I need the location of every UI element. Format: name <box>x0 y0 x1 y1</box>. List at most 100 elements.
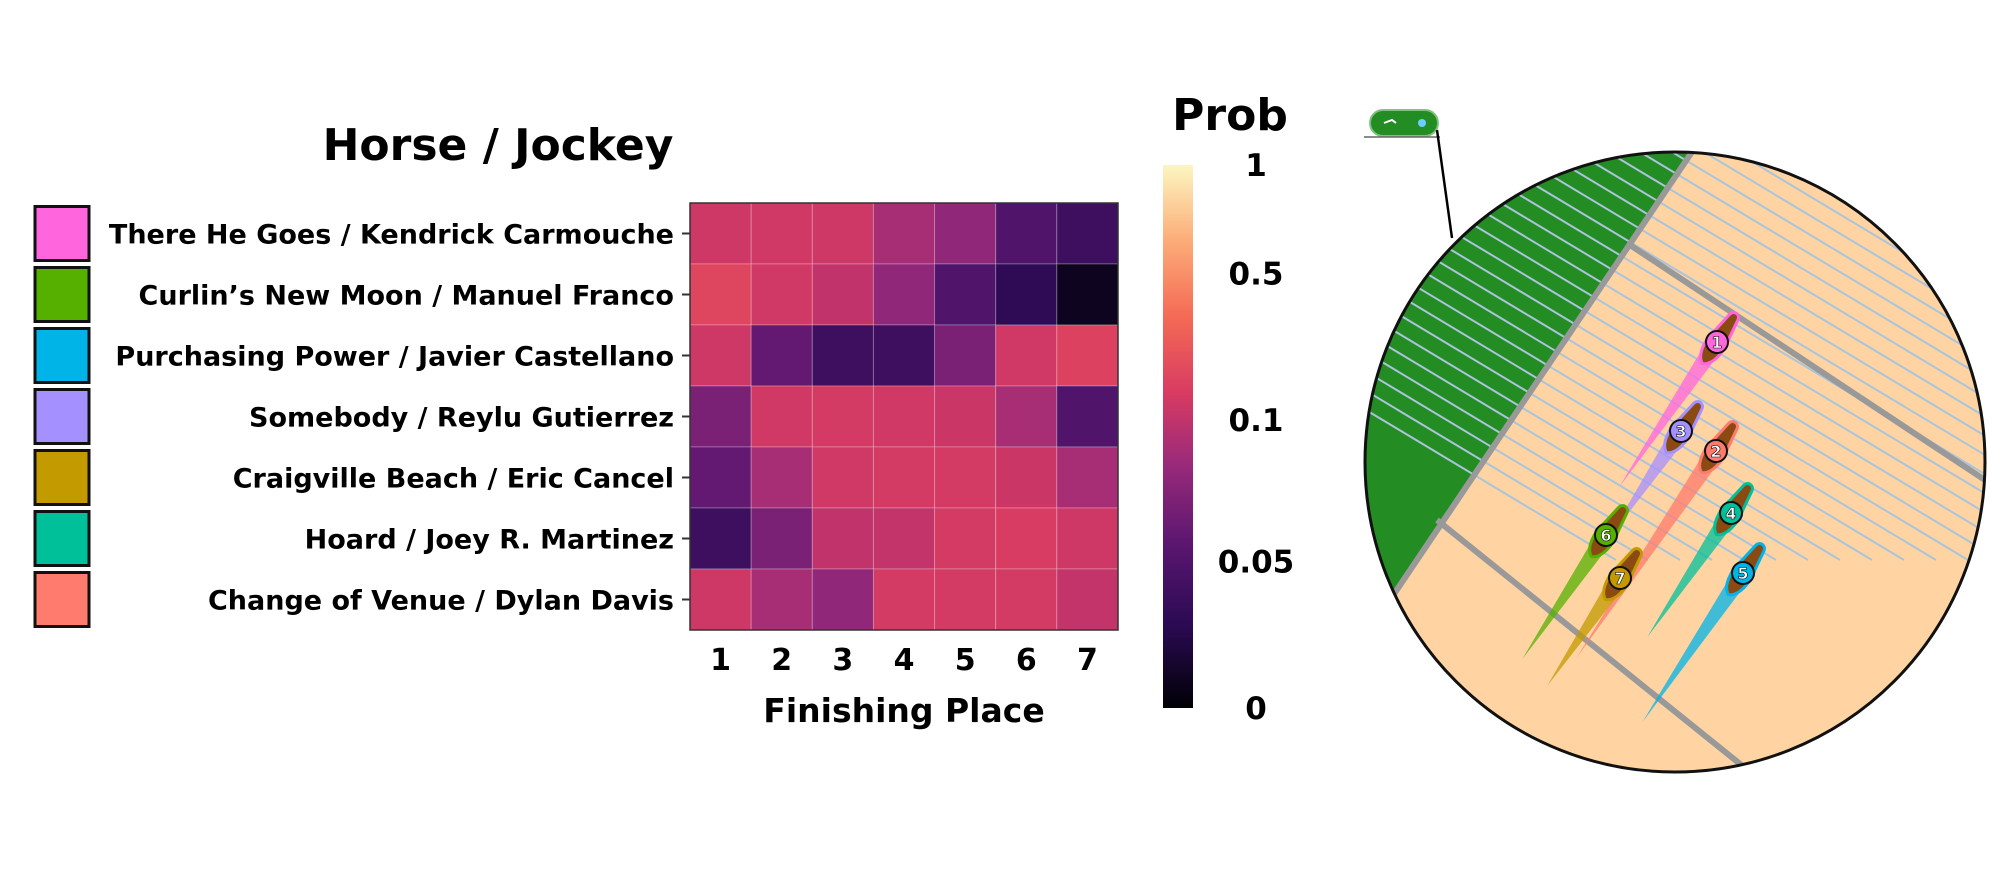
colorbar-tick-label: 1 <box>1245 148 1267 184</box>
column-label: 7 <box>1077 643 1098 678</box>
horse-trail <box>1522 529 1614 660</box>
heatmap-cell <box>995 385 1058 448</box>
column-label: 4 <box>894 643 915 678</box>
heatmap-cell <box>934 568 997 631</box>
heatmap-cell <box>811 507 874 570</box>
colorbar-ticks: 1 0.5 0.1 0.05 0 <box>1218 148 1295 727</box>
row-label: Purchasing Power / Javier Castellano <box>115 342 674 373</box>
track-stripe <box>1651 152 1985 561</box>
column-label: 3 <box>832 643 853 678</box>
track-stripe <box>1683 152 1985 561</box>
horse-number-badge <box>1731 561 1755 585</box>
colorbar-tick-label: 0 <box>1245 691 1267 727</box>
horse-number: 5 <box>1737 564 1748 583</box>
horse-marker <box>1602 547 1643 602</box>
horse-trail <box>1647 507 1739 638</box>
horse-trail <box>1576 445 1724 659</box>
heatmap-cell <box>750 446 813 509</box>
heatmap-frame <box>689 202 1119 631</box>
legend-swatch <box>33 205 91 262</box>
heatmap-cell <box>689 385 752 448</box>
heatmap-cell <box>1056 385 1119 448</box>
heatmap-cell <box>689 568 752 631</box>
heatmap-cell <box>872 324 936 387</box>
track-stripe <box>1715 152 1985 561</box>
legend-swatch <box>33 449 91 506</box>
horse-marker <box>1588 504 1629 559</box>
colorbar: Prob 1 0.5 0.1 0.05 0 <box>1163 90 1294 727</box>
track-stripe <box>1365 152 1713 561</box>
heatmap-cell <box>1056 263 1119 326</box>
heatmap-cells <box>689 202 1119 631</box>
track-stripe <box>1395 152 1985 561</box>
row-label: Somebody / Reylu Gutierrez <box>249 403 674 434</box>
track-zoom-circle <box>1363 150 1987 774</box>
heatmap-cell <box>811 202 874 265</box>
track-stripe <box>1587 152 1985 561</box>
horse-marker <box>1663 400 1704 455</box>
track-stripe <box>1555 152 1985 561</box>
track-stripe <box>1365 152 1681 561</box>
heatmap-cell <box>934 263 997 326</box>
track-stripe <box>1365 152 1937 561</box>
heatmap-cell <box>995 324 1058 387</box>
heatmap-cell <box>750 385 813 448</box>
horse-trail <box>1642 567 1751 723</box>
heatmap-cell <box>689 324 752 387</box>
heatmap-cell <box>750 202 813 265</box>
heatmap-panel: Horse / Jockey There He Goes / Kendrick … <box>33 120 1119 730</box>
heatmap-cell <box>872 263 936 326</box>
heatmap-cell <box>811 263 874 326</box>
colorbar-tick-label: 0.5 <box>1229 257 1284 293</box>
heatmap-cell <box>872 385 936 448</box>
horse-number: 3 <box>1675 422 1686 441</box>
legend-swatch <box>33 327 91 384</box>
track-stripe <box>1365 152 1841 561</box>
heatmap-cell <box>995 446 1058 509</box>
heatmap-cell <box>934 324 997 387</box>
horse-number: 6 <box>1600 526 1611 545</box>
heatmap-cell <box>1056 507 1119 570</box>
horse-number: 4 <box>1725 504 1736 523</box>
colorbar-tick-label: 0.1 <box>1229 403 1284 439</box>
heatmap-cell <box>811 446 874 509</box>
track-stripe <box>1523 152 1985 561</box>
track-stripe <box>1491 152 1985 561</box>
track-stripe <box>1365 152 1617 561</box>
heatmap-cell <box>934 446 997 509</box>
legend-swatch <box>33 510 91 567</box>
horse-marker <box>1699 311 1740 366</box>
colorbar-tick-label: 0.05 <box>1218 544 1295 580</box>
mini-track-icon <box>1364 109 1440 138</box>
heatmap-cell <box>1056 202 1119 265</box>
chart-title: Horse / Jockey <box>323 120 674 171</box>
heatmap-cell <box>872 446 936 509</box>
heatmap-cell <box>1056 568 1119 631</box>
heatmap-cell <box>750 568 813 631</box>
horse-number-badge <box>1719 501 1743 525</box>
heatmap-cell <box>689 202 752 265</box>
track-stripe <box>1365 152 1649 561</box>
heatmap-cell <box>750 324 813 387</box>
horse-number-badge <box>1594 523 1618 547</box>
heatmap-cell <box>934 385 997 448</box>
row-label: Change of Venue / Dylan Davis <box>208 586 674 617</box>
horse-number-badge <box>1669 419 1693 443</box>
horse-number: 1 <box>1711 333 1722 352</box>
heatmap-cell <box>934 202 997 265</box>
colorbar-gradient <box>1163 165 1193 708</box>
row-label: There He Goes / Kendrick Carmouche <box>109 220 674 251</box>
track-stripe <box>1365 152 1777 561</box>
row-label: Hoard / Joey R. Martinez <box>305 525 674 556</box>
zoom-pointer-line <box>1435 129 1454 239</box>
legend-swatch <box>33 571 91 628</box>
heatmap-cell <box>689 446 752 509</box>
row-label: Craigville Beach / Eric Cancel <box>233 464 674 495</box>
heatmap-cell <box>995 507 1058 570</box>
track-stripe <box>1459 152 1985 561</box>
column-label: 2 <box>771 643 792 678</box>
horse-number-badge <box>1704 439 1728 463</box>
heatmap-cell <box>689 507 752 570</box>
column-label: 1 <box>710 643 731 678</box>
